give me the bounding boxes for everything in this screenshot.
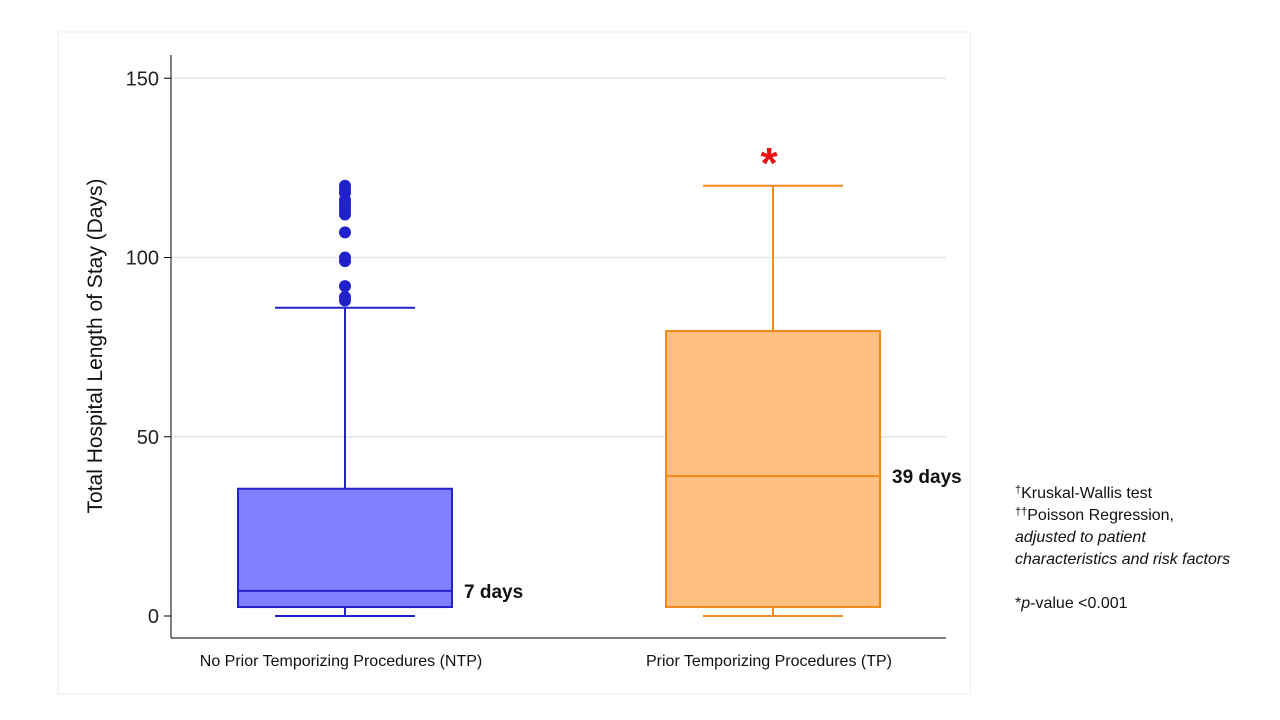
footnote-pvalue: *p-value <0.001 bbox=[1015, 593, 1235, 615]
y-axis-title: Total Hospital Length of Stay (Days) bbox=[84, 179, 107, 514]
footnotes: †Kruskal-Wallis test ††Poisson Regressio… bbox=[1015, 483, 1235, 615]
pvalue-star: * bbox=[1015, 595, 1022, 612]
outlier-point bbox=[339, 179, 351, 192]
y-tick-label: 150 bbox=[126, 68, 159, 90]
outlier-point bbox=[339, 251, 351, 264]
box-group: 39 days * bbox=[665, 139, 962, 617]
x-category-label: No Prior Temporizing Procedures (NTP) bbox=[200, 653, 482, 670]
boxes: 7 days 39 days * bbox=[237, 139, 962, 617]
dagger-mark: † bbox=[1015, 484, 1022, 496]
footnote-adjusted-text: adjusted to patient characteristics and … bbox=[1015, 529, 1231, 568]
box-group: 7 days bbox=[237, 179, 523, 617]
y-tick-label: 100 bbox=[126, 248, 159, 270]
footnote-poisson: ††Poisson Regression, bbox=[1015, 505, 1235, 527]
footnote-kruskal-text: Kruskal-Wallis test bbox=[1021, 485, 1153, 502]
median-label: 39 days bbox=[892, 467, 962, 488]
significance-star: * bbox=[760, 139, 778, 188]
pvalue-text: -value <0.001 bbox=[1030, 595, 1128, 612]
y-tick-label: 50 bbox=[137, 427, 159, 449]
iqr-box bbox=[237, 487, 453, 609]
footnote-poisson-text: Poisson Regression, bbox=[1027, 507, 1174, 524]
axes: 0 50 100 150 No Prior Temporizing Procedures… bbox=[126, 55, 946, 670]
pvalue-p: p bbox=[1021, 595, 1031, 612]
footnote-adjusted: adjusted to patient characteristics and … bbox=[1015, 527, 1235, 571]
double-dagger-mark: †† bbox=[1015, 506, 1028, 518]
outlier-point bbox=[339, 226, 351, 239]
x-category-label: Prior Temporizing Procedures (TP) bbox=[646, 653, 892, 670]
median-label: 7 days bbox=[464, 582, 523, 603]
y-tick-label: 0 bbox=[148, 606, 159, 628]
outlier-point bbox=[339, 280, 351, 293]
outlier-point bbox=[339, 290, 351, 303]
iqr-box bbox=[665, 329, 881, 609]
footnote-kruskal: †Kruskal-Wallis test bbox=[1015, 483, 1235, 505]
